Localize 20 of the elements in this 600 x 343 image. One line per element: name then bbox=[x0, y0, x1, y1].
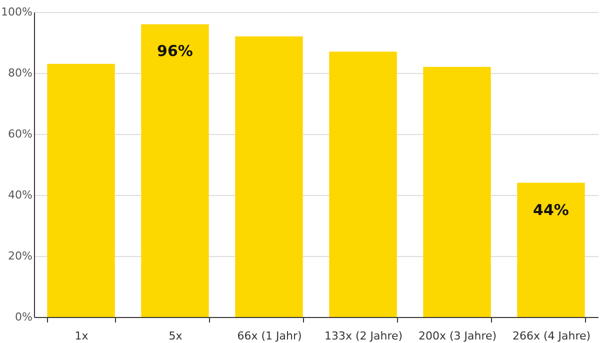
y-tick-label: 40% bbox=[8, 188, 32, 202]
y-tick-label: 80% bbox=[8, 66, 32, 80]
data-label: 96% bbox=[157, 42, 193, 60]
bar bbox=[235, 36, 303, 317]
x-tick-label: 66x (1 Jahr) bbox=[237, 330, 302, 342]
bar bbox=[141, 24, 209, 317]
y-tick-label: 60% bbox=[8, 128, 32, 140]
x-tick-label: 133x (2 Jahre) bbox=[324, 330, 403, 342]
bar bbox=[517, 182, 585, 317]
bar bbox=[423, 66, 491, 317]
bar bbox=[47, 64, 115, 317]
x-tick-label: 266x (4 Jahre) bbox=[512, 330, 591, 342]
y-tick-label: 100% bbox=[1, 6, 32, 18]
data-label: 44% bbox=[533, 200, 569, 219]
x-tick-label: 1x bbox=[74, 330, 89, 342]
x-tick-label: 200x (3 Jahre) bbox=[418, 330, 497, 342]
bar bbox=[329, 52, 397, 317]
y-tick-label: 20% bbox=[8, 250, 32, 262]
x-tick-label: 5x bbox=[168, 330, 183, 342]
y-tick-label: 0% bbox=[15, 310, 32, 324]
